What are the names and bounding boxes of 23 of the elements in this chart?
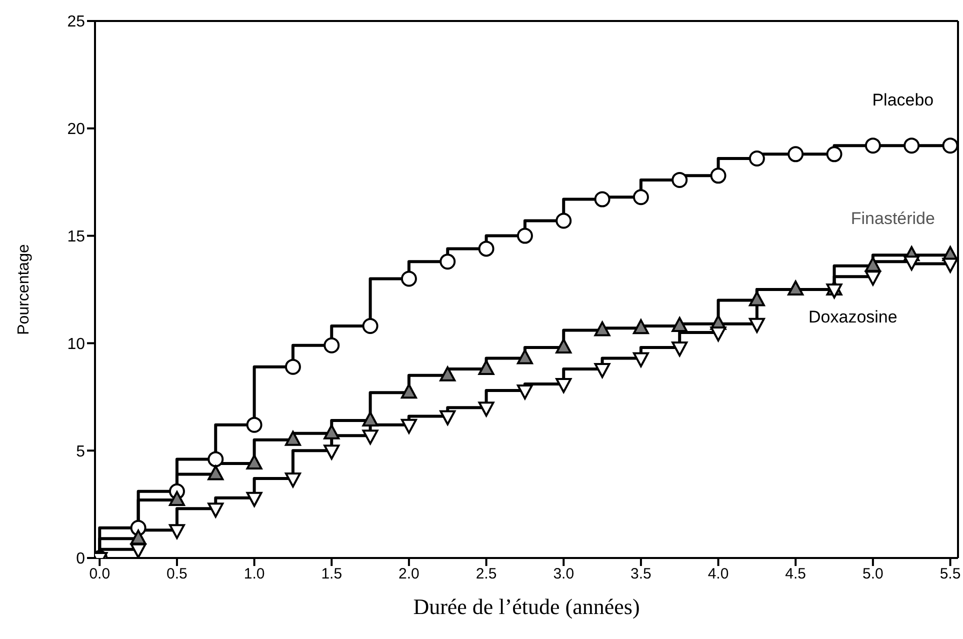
x-axis-title: Durée de l’étude (années) xyxy=(413,594,640,619)
x-tick-label: 2.5 xyxy=(476,566,497,583)
x-tick-label: 5.5 xyxy=(940,566,961,583)
series-label: Finastéride xyxy=(850,208,935,228)
x-tick-label: 3.0 xyxy=(553,566,574,583)
x-tick-label: 1.5 xyxy=(321,566,342,583)
y-tick-label: 0 xyxy=(76,550,86,568)
y-tick-label: 15 xyxy=(67,228,86,246)
series-label: Doxazosine xyxy=(808,308,898,327)
y-tick-label: 20 xyxy=(67,121,86,138)
series-label: Placebo xyxy=(872,90,934,110)
x-tick-label: 1.0 xyxy=(244,566,265,583)
y-axis-title: Pourcentage xyxy=(16,244,33,335)
y-tick-label: 5 xyxy=(76,443,86,460)
y-tick-label: 25 xyxy=(67,14,86,31)
x-tick-label: 0.5 xyxy=(166,566,188,583)
x-tick-label: 4.5 xyxy=(785,566,806,583)
y-tick-label: 10 xyxy=(67,336,86,353)
x-tick-label: 2.0 xyxy=(398,566,420,583)
x-tick-label: 3.5 xyxy=(630,566,652,583)
x-tick-label: 0.0 xyxy=(89,566,110,583)
x-tick-label: 4.0 xyxy=(708,566,729,583)
x-tick-label: 5.0 xyxy=(862,566,884,583)
